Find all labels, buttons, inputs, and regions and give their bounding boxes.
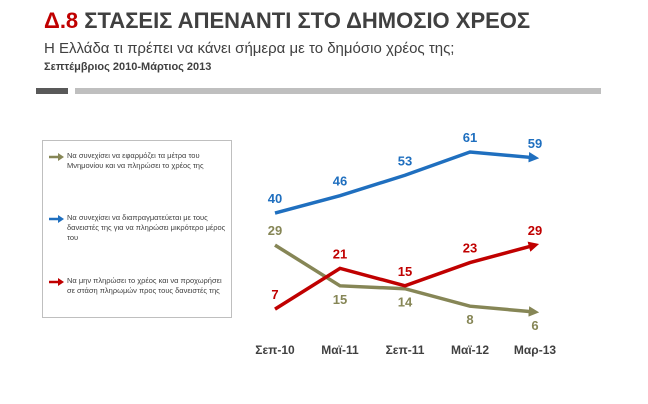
x-tick-label: Σεπ-10 [255,343,295,357]
data-label: 46 [333,174,347,189]
subtitle: Η Ελλάδα τι πρέπει να κάνει σήμερα με το… [44,40,455,57]
x-tick-label: Μαϊ-11 [321,343,359,357]
series-line [274,241,540,311]
data-label: 15 [398,264,412,279]
data-label: 21 [333,246,347,261]
data-label: 59 [528,136,542,151]
data-label: 15 [333,292,347,307]
series-line [274,150,540,215]
legend: Να συνεχίσει να εφαρμόζει τα μέτρα του Μ… [42,140,232,318]
data-label: 8 [466,312,473,327]
series-line [274,243,540,317]
divider-dark [36,88,68,94]
title-row: Δ.8 ΣΤΑΣΕΙΣ ΑΠΕΝΑΝΤΙ ΣΤΟ ΔΗΜΟΣΙΟ ΧΡΕΟΣ [44,8,530,34]
data-label: 14 [398,295,413,310]
legend-entry: Να μην πληρώσει το χρέος και να προχωρήσ… [49,276,227,296]
data-label: 29 [528,223,542,238]
legend-entry: Να συνεχίσει να διαπραγματεύεται με τους… [49,213,227,243]
legend-entry: Να συνεχίσει να εφαρμόζει τα μέτρα του Μ… [49,151,227,171]
data-label: 53 [398,153,412,168]
data-label: 29 [268,223,282,238]
legend-swatch [49,215,64,223]
legend-swatch [49,278,64,286]
data-label: 6 [531,318,538,333]
data-label: 40 [268,191,282,206]
period: Σεπτέμβριος 2010-Μάρτιος 2013 [44,61,212,73]
x-tick-label: Μαρ-13 [514,343,556,357]
x-tick-label: Σεπ-11 [386,343,425,357]
legend-label: Να συνεχίσει να διαπραγματεύεται με τους… [67,213,226,242]
data-label: 7 [271,287,278,302]
chart-title: ΣΤΑΣΕΙΣ ΑΠΕΝΑΝΤΙ ΣΤΟ ΔΗΜΟΣΙΟ ΧΡΕΟΣ [84,8,531,33]
legend-swatch [49,153,64,161]
x-tick-label: Μαϊ-12 [451,343,489,357]
legend-label: Να μην πληρώσει το χρέος και να προχωρήσ… [67,276,222,295]
section-number: Δ.8 [44,8,79,33]
divider-light [75,88,601,94]
data-label: 61 [463,130,477,145]
data-label: 23 [463,241,477,256]
legend-label: Να συνεχίσει να εφαρμόζει τα μέτρα του Μ… [67,151,204,170]
